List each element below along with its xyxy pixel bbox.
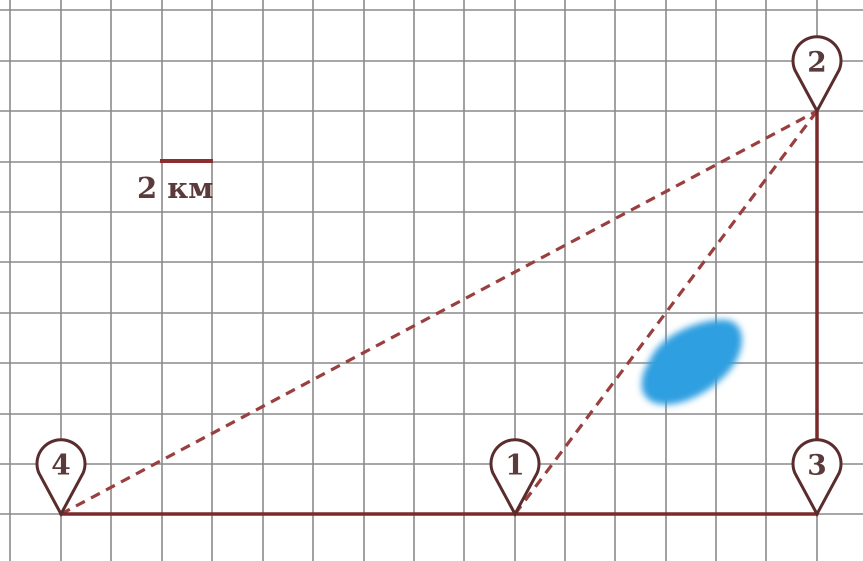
lake-icon [641, 319, 742, 405]
map-pin-icon [791, 438, 843, 518]
pin-2: 2 [791, 35, 843, 115]
pin-label-4: 4 [51, 449, 70, 482]
pin-label-2: 2 [807, 46, 826, 79]
pin-4: 4 [35, 438, 87, 518]
pin-label-3: 3 [807, 449, 826, 482]
pins: 1 2 3 4 [35, 35, 843, 518]
pin-1: 1 [489, 438, 541, 518]
pin-3: 3 [791, 438, 843, 518]
map-pin-icon [791, 35, 843, 115]
map-pin-icon [35, 438, 87, 518]
map-pin-icon [489, 438, 541, 518]
pin-label-1: 1 [505, 449, 524, 482]
scale-label: 2 км [137, 171, 213, 205]
dashed-road-p4-p2 [60, 109, 818, 516]
scale-indicator: 2 км [137, 159, 213, 205]
